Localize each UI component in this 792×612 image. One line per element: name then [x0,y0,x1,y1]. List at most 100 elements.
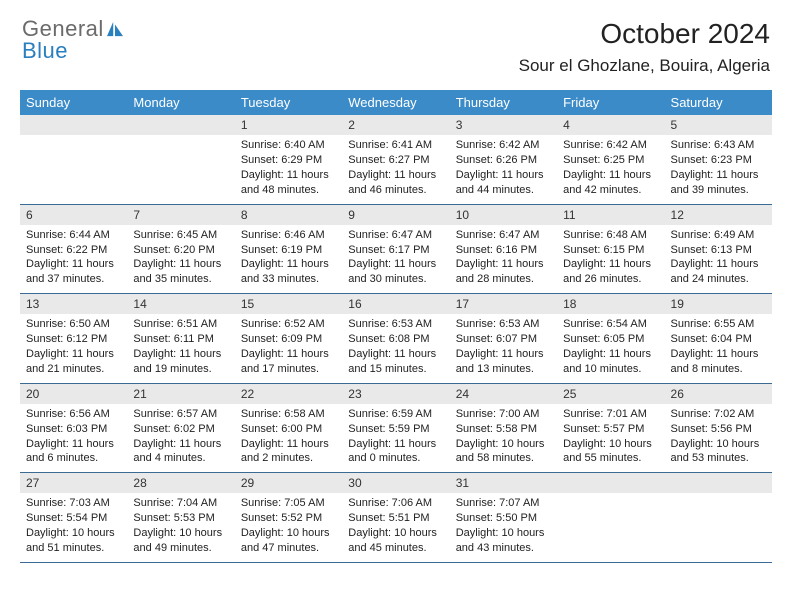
day-cell: 7Sunrise: 6:45 AMSunset: 6:20 PMDaylight… [127,205,234,294]
daylight-line: Daylight: 11 hours and 6 minutes. [26,437,121,467]
daylight-line: Daylight: 11 hours and 13 minutes. [456,347,551,377]
daylight-line: Daylight: 11 hours and 35 minutes. [133,257,228,287]
day-number: 31 [450,473,557,493]
location: Sour el Ghozlane, Bouira, Algeria [519,56,770,76]
sunrise-line: Sunrise: 6:53 AM [456,317,551,332]
daylight-line: Daylight: 10 hours and 45 minutes. [348,526,443,556]
daylight-line: Daylight: 11 hours and 44 minutes. [456,168,551,198]
daylight-line: Daylight: 10 hours and 58 minutes. [456,437,551,467]
day-number: 17 [450,294,557,314]
empty-cell [557,473,664,562]
title-block: October 2024 Sour el Ghozlane, Bouira, A… [519,18,770,76]
day-body: Sunrise: 7:05 AMSunset: 5:52 PMDaylight:… [235,493,342,561]
day-cell: 28Sunrise: 7:04 AMSunset: 5:53 PMDayligh… [127,473,234,562]
day-cell: 11Sunrise: 6:48 AMSunset: 6:15 PMDayligh… [557,205,664,294]
day-body: Sunrise: 7:01 AMSunset: 5:57 PMDaylight:… [557,404,664,472]
day-cell: 13Sunrise: 6:50 AMSunset: 6:12 PMDayligh… [20,294,127,383]
day-number: 26 [665,384,772,404]
day-number: 29 [235,473,342,493]
day-body: Sunrise: 7:04 AMSunset: 5:53 PMDaylight:… [127,493,234,561]
sunrise-line: Sunrise: 6:54 AM [563,317,658,332]
day-number: 8 [235,205,342,225]
day-number: 10 [450,205,557,225]
day-number: 9 [342,205,449,225]
sunset-line: Sunset: 5:56 PM [671,422,766,437]
sunrise-line: Sunrise: 6:52 AM [241,317,336,332]
day-number: 16 [342,294,449,314]
day-cell: 16Sunrise: 6:53 AMSunset: 6:08 PMDayligh… [342,294,449,383]
week-row: 20Sunrise: 6:56 AMSunset: 6:03 PMDayligh… [20,384,772,474]
sail-icon [106,21,124,37]
day-number: 25 [557,384,664,404]
week-row: 1Sunrise: 6:40 AMSunset: 6:29 PMDaylight… [20,115,772,205]
daylight-line: Daylight: 10 hours and 43 minutes. [456,526,551,556]
sunrise-line: Sunrise: 6:47 AM [456,228,551,243]
day-number: 30 [342,473,449,493]
sunset-line: Sunset: 5:58 PM [456,422,551,437]
sunset-line: Sunset: 6:15 PM [563,243,658,258]
sunset-line: Sunset: 6:22 PM [26,243,121,258]
day-header-cell: Monday [127,90,234,115]
day-body: Sunrise: 6:47 AMSunset: 6:16 PMDaylight:… [450,225,557,293]
day-body: Sunrise: 6:49 AMSunset: 6:13 PMDaylight:… [665,225,772,293]
day-cell: 9Sunrise: 6:47 AMSunset: 6:17 PMDaylight… [342,205,449,294]
sunrise-line: Sunrise: 7:05 AM [241,496,336,511]
day-body: Sunrise: 7:06 AMSunset: 5:51 PMDaylight:… [342,493,449,561]
day-body: Sunrise: 6:42 AMSunset: 6:25 PMDaylight:… [557,135,664,203]
day-number: 6 [20,205,127,225]
daylight-line: Daylight: 11 hours and 46 minutes. [348,168,443,198]
daylight-line: Daylight: 10 hours and 51 minutes. [26,526,121,556]
day-body: Sunrise: 6:47 AMSunset: 6:17 PMDaylight:… [342,225,449,293]
sunrise-line: Sunrise: 6:57 AM [133,407,228,422]
sunset-line: Sunset: 6:20 PM [133,243,228,258]
day-number: 15 [235,294,342,314]
day-body: Sunrise: 7:07 AMSunset: 5:50 PMDaylight:… [450,493,557,561]
day-header-cell: Tuesday [235,90,342,115]
day-number: 23 [342,384,449,404]
sunrise-line: Sunrise: 7:02 AM [671,407,766,422]
day-number: 24 [450,384,557,404]
day-header-cell: Sunday [20,90,127,115]
sunset-line: Sunset: 6:11 PM [133,332,228,347]
calendar: SundayMondayTuesdayWednesdayThursdayFrid… [0,90,792,563]
day-number: 13 [20,294,127,314]
sunset-line: Sunset: 6:27 PM [348,153,443,168]
sunrise-line: Sunrise: 6:51 AM [133,317,228,332]
daylight-line: Daylight: 11 hours and 19 minutes. [133,347,228,377]
sunset-line: Sunset: 6:25 PM [563,153,658,168]
day-cell: 23Sunrise: 6:59 AMSunset: 5:59 PMDayligh… [342,384,449,473]
day-body: Sunrise: 6:53 AMSunset: 6:08 PMDaylight:… [342,314,449,382]
sunrise-line: Sunrise: 6:46 AM [241,228,336,243]
day-cell: 17Sunrise: 6:53 AMSunset: 6:07 PMDayligh… [450,294,557,383]
day-number: 1 [235,115,342,135]
daylight-line: Daylight: 11 hours and 15 minutes. [348,347,443,377]
day-body: Sunrise: 6:56 AMSunset: 6:03 PMDaylight:… [20,404,127,472]
sunset-line: Sunset: 6:02 PM [133,422,228,437]
day-number: 14 [127,294,234,314]
day-number: 12 [665,205,772,225]
daylight-line: Daylight: 11 hours and 26 minutes. [563,257,658,287]
sunset-line: Sunset: 5:50 PM [456,511,551,526]
day-body: Sunrise: 6:54 AMSunset: 6:05 PMDaylight:… [557,314,664,382]
daylight-line: Daylight: 11 hours and 24 minutes. [671,257,766,287]
day-cell: 10Sunrise: 6:47 AMSunset: 6:16 PMDayligh… [450,205,557,294]
day-number: 18 [557,294,664,314]
empty-cell [127,115,234,204]
day-number: 11 [557,205,664,225]
sunset-line: Sunset: 6:19 PM [241,243,336,258]
sunrise-line: Sunrise: 6:49 AM [671,228,766,243]
sunset-line: Sunset: 6:26 PM [456,153,551,168]
day-cell: 3Sunrise: 6:42 AMSunset: 6:26 PMDaylight… [450,115,557,204]
day-cell: 30Sunrise: 7:06 AMSunset: 5:51 PMDayligh… [342,473,449,562]
day-body: Sunrise: 6:58 AMSunset: 6:00 PMDaylight:… [235,404,342,472]
sunrise-line: Sunrise: 7:06 AM [348,496,443,511]
sunrise-line: Sunrise: 7:07 AM [456,496,551,511]
sunrise-line: Sunrise: 6:55 AM [671,317,766,332]
sunrise-line: Sunrise: 6:42 AM [456,138,551,153]
day-body: Sunrise: 7:03 AMSunset: 5:54 PMDaylight:… [20,493,127,561]
daylight-line: Daylight: 11 hours and 2 minutes. [241,437,336,467]
day-body: Sunrise: 7:00 AMSunset: 5:58 PMDaylight:… [450,404,557,472]
day-cell: 24Sunrise: 7:00 AMSunset: 5:58 PMDayligh… [450,384,557,473]
daylight-line: Daylight: 11 hours and 30 minutes. [348,257,443,287]
day-number [127,115,234,135]
